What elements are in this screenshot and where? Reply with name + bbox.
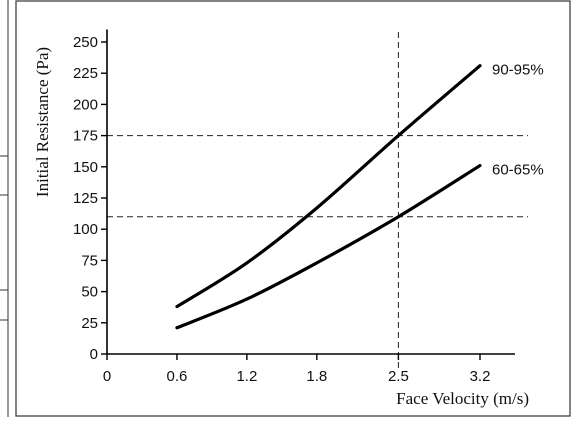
x-tick-label: 2.5 xyxy=(388,368,409,385)
y-tick-label: 75 xyxy=(81,252,98,269)
y-tick-label: 0 xyxy=(90,346,98,363)
axes: 0 25 50 75 100 125 150 175 200 225 250 0 0.6 1.2 1.8 2.… xyxy=(73,29,515,385)
x-axis-title: Face Velocity (m/s) xyxy=(396,389,529,408)
y-tick-label: 225 xyxy=(73,65,98,82)
y-tick-label: 150 xyxy=(73,159,98,176)
y-axis-title: Initial Resistance (Pa) xyxy=(33,47,52,197)
y-tick-label: 175 xyxy=(73,128,98,145)
series-label-1: 90-95% xyxy=(492,62,544,79)
y-tick-label: 125 xyxy=(73,190,98,207)
x-tick-label: 3.2 xyxy=(470,368,491,385)
x-tick-label: 1.2 xyxy=(236,368,257,385)
series-group xyxy=(175,64,482,330)
y-tick-label: 25 xyxy=(81,315,98,332)
series-line-2 xyxy=(175,163,482,330)
series-label-2: 60-65% xyxy=(492,162,544,179)
series-line-1 xyxy=(175,64,482,309)
y-tick-label: 50 xyxy=(81,284,98,301)
x-tick-label: 0 xyxy=(103,368,111,385)
y-tick-label: 100 xyxy=(73,221,98,238)
y-tick-label: 250 xyxy=(73,34,98,51)
x-tick-label: 0.6 xyxy=(167,368,188,385)
x-tick-label: 1.8 xyxy=(306,368,327,385)
chart-border xyxy=(15,0,571,417)
labels-group: Face Velocity (m/s) Initial Resistance (… xyxy=(33,47,544,408)
y-tick-label: 200 xyxy=(73,96,98,113)
reference-lines xyxy=(107,32,528,372)
